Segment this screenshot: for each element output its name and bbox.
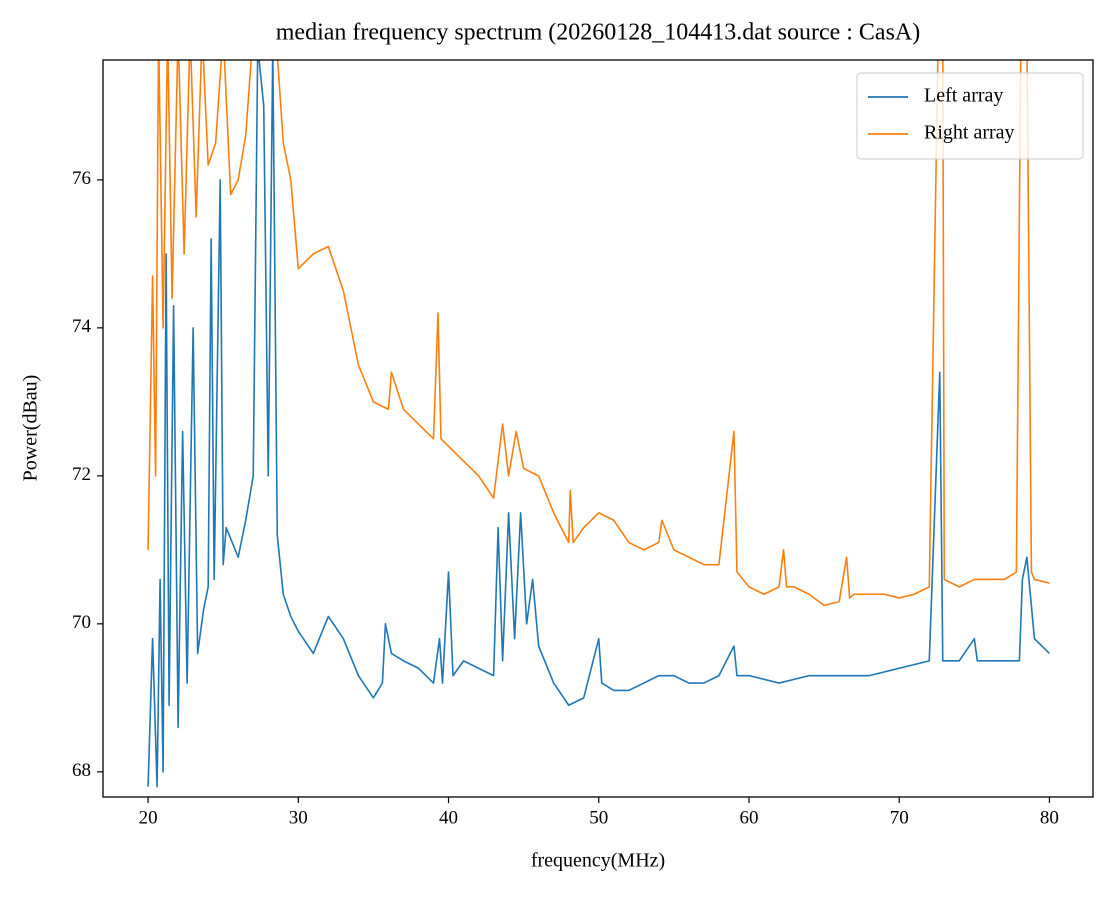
series-line	[147, 60, 1050, 788]
x-tick-label: 40	[439, 807, 458, 828]
chart-title: median frequency spectrum (20260128_1044…	[276, 20, 921, 46]
x-tick-label: 30	[289, 807, 308, 828]
series-line	[147, 60, 1050, 607]
x-tick-label: 50	[589, 807, 608, 828]
x-axis-label: frequency(MHz)	[531, 850, 665, 872]
y-tick-label: 74	[72, 316, 92, 337]
x-tick-label: 20	[139, 807, 158, 828]
x-tick-label: 60	[739, 807, 758, 828]
plot-area	[147, 60, 1050, 788]
legend-box	[856, 72, 1084, 160]
x-tick-label: 80	[1040, 807, 1059, 828]
legend-label: Right array	[924, 122, 1015, 144]
y-tick-label: 70	[72, 612, 91, 633]
y-tick-label: 72	[72, 464, 91, 485]
y-axis-label: Power(dBau)	[20, 375, 42, 482]
legend-label: Left array	[924, 85, 1003, 107]
y-tick-label: 68	[72, 760, 91, 781]
plot-frame	[102, 59, 1094, 798]
y-tick-label: 76	[72, 168, 91, 189]
x-tick-label: 70	[890, 807, 909, 828]
